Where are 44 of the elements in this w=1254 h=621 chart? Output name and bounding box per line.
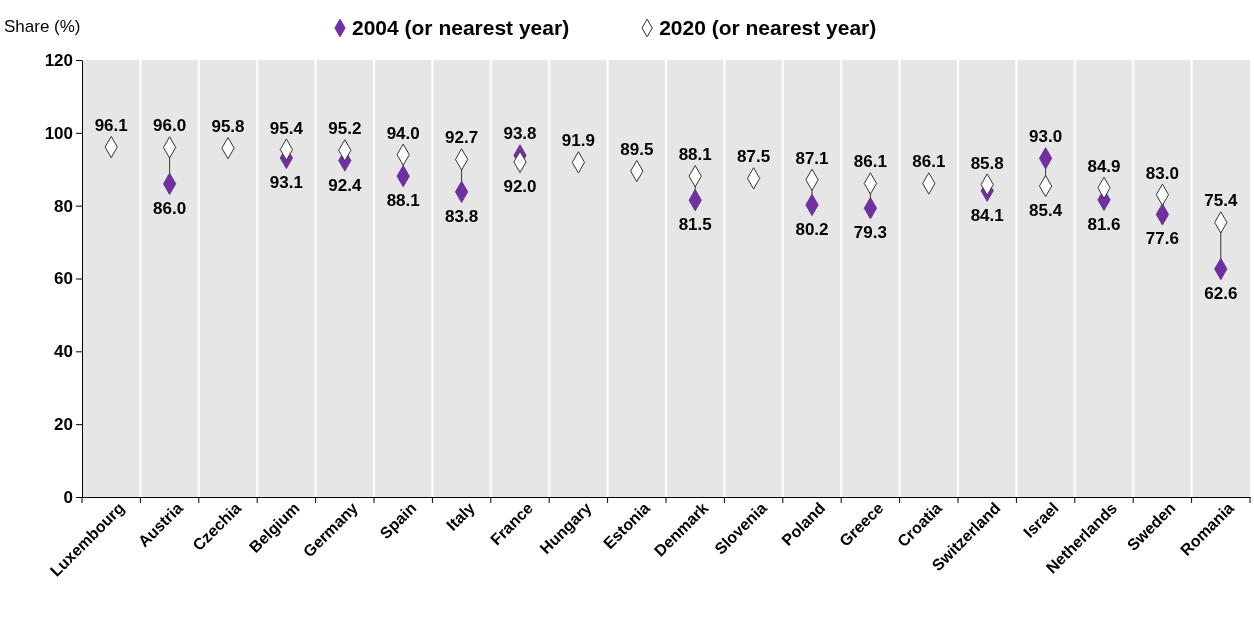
data-label: 62.6 [1204,284,1238,304]
data-label: 75.4 [1204,191,1238,211]
data-label: 79.3 [853,223,887,243]
data-label: 96.0 [153,116,187,136]
y-axis-title: Share (%) [4,17,81,36]
data-label: 80.2 [795,219,829,239]
data-label: 81.5 [678,215,712,235]
y-tick-label: 100 [44,123,73,143]
legend-label: 2020 (or nearest year) [659,16,877,39]
data-label: 93.8 [503,124,537,144]
data-label: 95.2 [328,119,362,139]
data-label: 85.4 [1029,201,1063,220]
data-label: 87.1 [795,148,829,168]
data-label: 84.9 [1087,156,1121,176]
data-label: 86.0 [153,198,187,218]
legend-label: 2004 (or nearest year) [352,16,570,39]
data-label: 93.0 [1029,127,1063,147]
y-tick-label: 40 [54,342,73,362]
data-label: 86.1 [912,152,946,172]
data-label: 85.8 [970,153,1004,173]
data-label: 96.1 [94,116,128,136]
data-label: 95.4 [269,118,304,138]
data-label: 93.1 [269,172,303,192]
y-tick-label: 20 [54,415,73,435]
y-tick-label: 120 [44,50,73,70]
y-tick-label: 80 [54,196,73,216]
data-label: 92.4 [328,175,362,195]
data-label: 84.1 [970,205,1004,225]
data-label: 83.8 [445,206,479,226]
data-label: 88.1 [386,191,420,211]
data-label: 94.0 [386,123,420,143]
data-label: 92.7 [445,128,479,148]
data-label: 86.1 [853,152,887,172]
data-label: 92.0 [503,176,537,196]
data-label: 89.5 [620,140,654,160]
y-tick-label: 0 [63,487,73,507]
data-label: 88.1 [678,145,712,165]
data-label: 77.6 [1145,229,1179,249]
data-label: 81.6 [1087,214,1121,234]
data-label: 91.9 [561,131,595,151]
data-label: 83.0 [1145,163,1179,183]
data-label: 87.5 [737,147,771,167]
y-tick-label: 60 [54,269,73,289]
data-label: 95.8 [211,117,245,137]
